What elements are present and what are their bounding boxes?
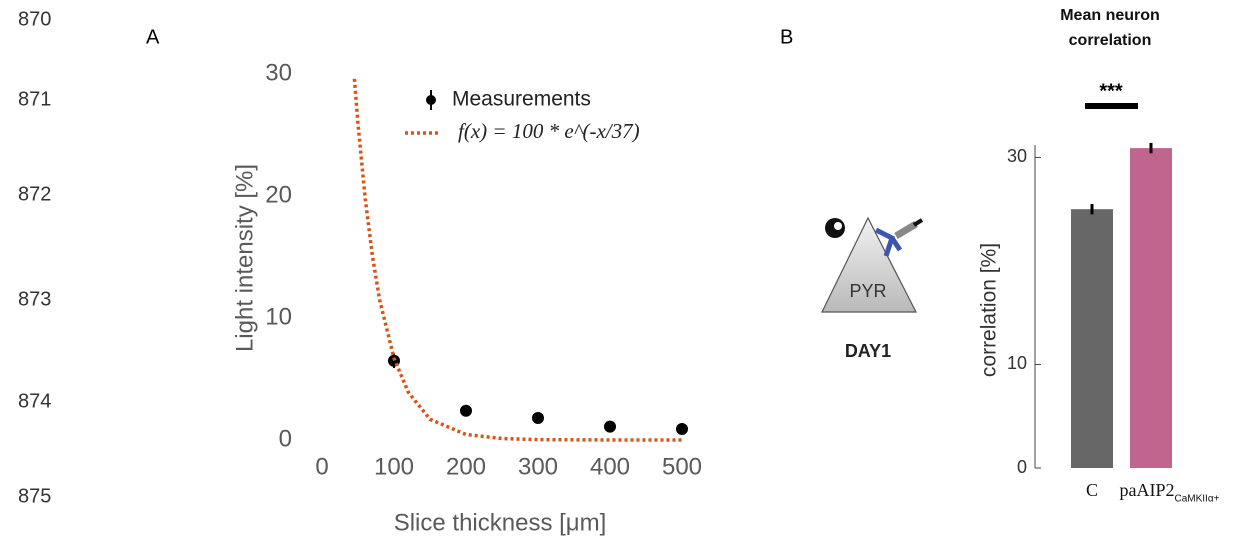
x-tick-label: 400 (590, 453, 630, 480)
significance-label: *** (1099, 80, 1123, 102)
chart-title: correlation (1069, 32, 1152, 49)
x-tick-label: 500 (662, 453, 702, 480)
day-label: DAY1 (845, 341, 891, 361)
line-number: 871 (18, 88, 51, 110)
cell-label: PYR (849, 281, 886, 301)
receptor (874, 227, 903, 257)
y-tick-label: 0 (1017, 457, 1027, 477)
fit-curve (352, 78, 682, 442)
neuron-diagram: PYR DAY1 (821, 216, 924, 361)
y-tick-label: 10 (265, 303, 292, 330)
legend-swatch (426, 95, 436, 105)
pipette-tip (912, 218, 924, 227)
line-number: 874 (18, 390, 51, 412)
chart-title: Mean neuron (1060, 7, 1160, 24)
line-number: 875 (18, 485, 51, 507)
data-point (532, 412, 544, 425)
line-number: 873 (18, 288, 51, 310)
data-point (676, 423, 688, 436)
x-tick-label: 100 (374, 453, 414, 480)
x-axis-label: Slice thickness [μm] (394, 509, 607, 536)
data-point (460, 404, 472, 417)
x-tick-label: 300 (518, 453, 558, 480)
y-tick-label: 10 (1007, 353, 1027, 373)
y-tick-label: 30 (265, 59, 292, 86)
line-number: 872 (18, 183, 51, 205)
x-tick-label: 0 (315, 453, 328, 480)
x-tick-label: 200 (446, 453, 486, 480)
panel-label: A (146, 26, 160, 48)
data-point (604, 420, 616, 433)
panel-label: B (780, 26, 793, 48)
y-tick-label: 0 (279, 425, 292, 452)
light-icon (834, 222, 842, 230)
y-axis-label: Light intensity [%] (231, 164, 258, 352)
pipette (894, 220, 918, 240)
x-tick-label: C (1086, 480, 1098, 500)
y-tick-label: 30 (1007, 146, 1027, 166)
y-tick-label: 20 (265, 181, 292, 208)
line-number: 870 (18, 8, 51, 30)
x-tick-subscript: CaMKIIα+ (1175, 494, 1220, 505)
pyramidal-cell (821, 216, 917, 313)
y-axis-label: correlation [%] (978, 243, 1001, 377)
legend-label: f(x) = 100 * e^(-x/37) (458, 119, 640, 143)
bar (1130, 148, 1172, 468)
x-tick-label: paAIP2 (1120, 480, 1175, 500)
bar (1071, 209, 1113, 468)
legend-label: Measurements (452, 88, 591, 111)
